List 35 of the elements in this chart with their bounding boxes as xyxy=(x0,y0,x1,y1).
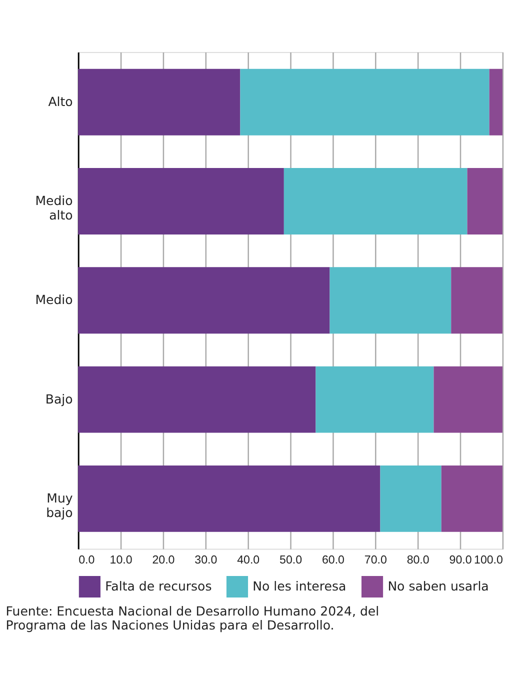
x-tick-label: 40.0 xyxy=(237,554,260,567)
x-tick-label: 50.0 xyxy=(280,554,302,567)
x-tick-label: 80.0 xyxy=(406,554,430,567)
x-tick-label: 60.0 xyxy=(322,554,344,567)
bar xyxy=(78,68,240,136)
x-tick-label: 100.0 xyxy=(474,554,503,567)
y-tick-label: Alto xyxy=(48,94,73,109)
x-tick-label: 30.0 xyxy=(194,554,218,567)
bar xyxy=(380,465,442,532)
bar xyxy=(78,267,330,334)
bar xyxy=(78,168,284,234)
bar xyxy=(240,68,490,136)
x-tick-label: 10.0 xyxy=(110,554,132,567)
bar xyxy=(284,168,468,234)
x-tick-label: 0.0 xyxy=(78,554,95,567)
source-note: Fuente: Encuesta Nacional de Desarrollo Humano 2024, del Programa de las Naciones Unidas para el Desarrollo. xyxy=(6,603,380,633)
bar xyxy=(441,465,502,532)
bar xyxy=(489,68,502,136)
legend-label: No les interesa xyxy=(252,578,346,594)
y-tick-label: Bajo xyxy=(45,391,73,406)
x-tick-label: 90.0 xyxy=(449,554,472,567)
y-tick-label: Muy bajo xyxy=(46,490,74,520)
bar xyxy=(330,267,452,334)
bar xyxy=(434,366,502,433)
bar xyxy=(451,267,502,334)
y-tick-label: Medio xyxy=(35,292,73,308)
bar xyxy=(316,366,434,433)
bar xyxy=(78,366,316,433)
x-tick-label: 70.0 xyxy=(364,554,387,567)
legend-label: Falta de recursos xyxy=(105,578,212,594)
x-tick-label: 20.0 xyxy=(152,554,175,567)
legend-label: No saben usarla xyxy=(388,578,489,594)
bar xyxy=(467,168,502,234)
y-tick-label: Medio alto xyxy=(35,193,73,223)
bar xyxy=(78,465,380,532)
